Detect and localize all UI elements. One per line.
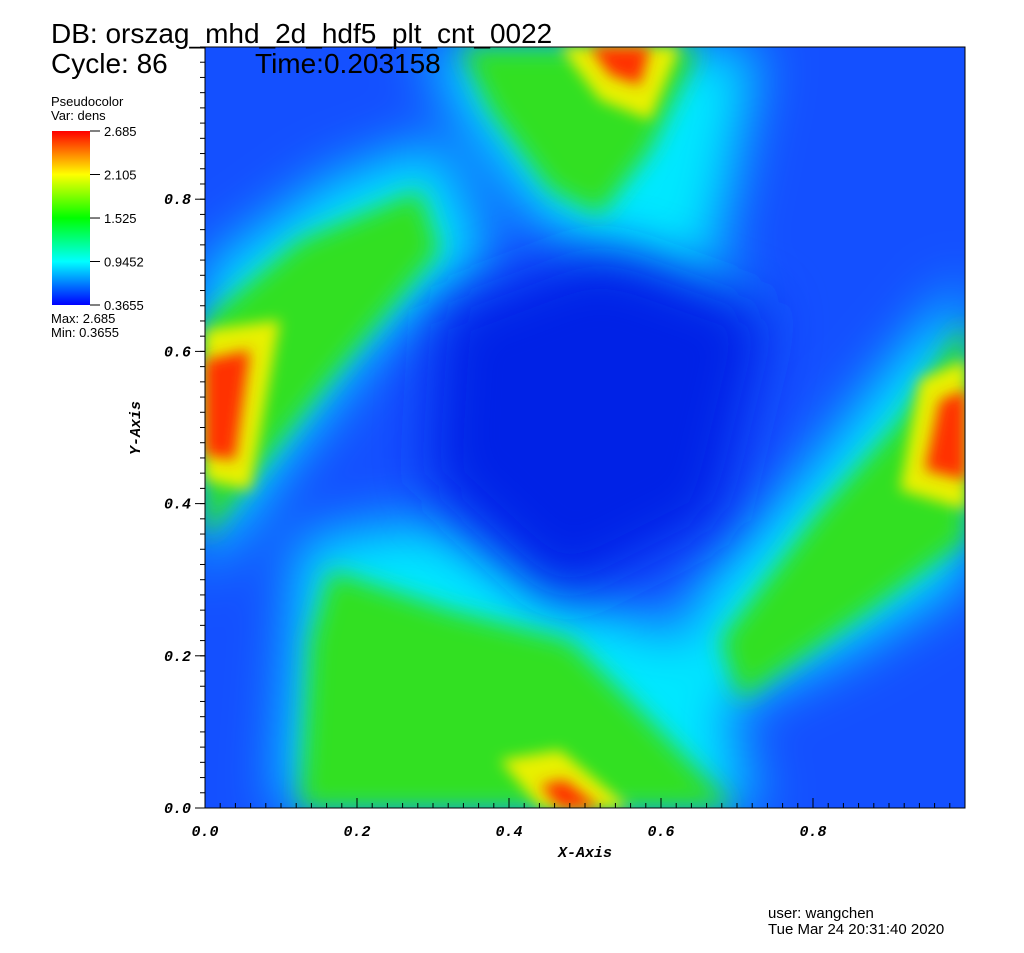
density-field bbox=[205, 47, 965, 808]
colorbar-label: 0.3655 bbox=[104, 298, 144, 313]
minor-ticks bbox=[200, 46, 966, 809]
colorbar bbox=[52, 131, 90, 305]
y-tick-label: 0.8 bbox=[164, 192, 191, 209]
x-tick-label: 0.4 bbox=[495, 824, 522, 841]
x-axis-title: X-Axis bbox=[557, 845, 612, 862]
user-label: user: wangchen bbox=[768, 905, 874, 922]
legend-min: Min: 0.3655 bbox=[51, 325, 119, 340]
cycle-label: Cycle: 86 bbox=[51, 48, 168, 79]
y-tick-label: 0.6 bbox=[164, 344, 191, 361]
colorbar-label: 0.9452 bbox=[104, 255, 144, 270]
y-tick-label: 0.0 bbox=[164, 801, 191, 818]
colorbar-label: 1.525 bbox=[104, 211, 137, 226]
legend-variable: Var: dens bbox=[51, 108, 106, 123]
legend-title: Pseudocolor bbox=[51, 94, 124, 109]
date-label: Tue Mar 24 20:31:40 2020 bbox=[768, 921, 944, 938]
y-tick-label: 0.4 bbox=[164, 497, 191, 514]
colorbar-label: 2.105 bbox=[104, 168, 137, 183]
legend-max: Max: 2.685 bbox=[51, 311, 115, 326]
y-axis-title: Y-Axis bbox=[128, 401, 145, 455]
x-tick-label: 0.2 bbox=[343, 824, 370, 841]
db-title: DB: orszag_mhd_2d_hdf5_plt_cnt_0022 bbox=[51, 18, 552, 49]
x-tick-label: 0.8 bbox=[799, 824, 826, 841]
y-tick-label: 0.2 bbox=[164, 649, 191, 666]
x-tick-label: 0.0 bbox=[191, 824, 218, 841]
colorbar-label: 2.685 bbox=[104, 124, 137, 139]
time-label: Time:0.203158 bbox=[255, 48, 441, 79]
x-tick-label: 0.6 bbox=[647, 824, 674, 841]
